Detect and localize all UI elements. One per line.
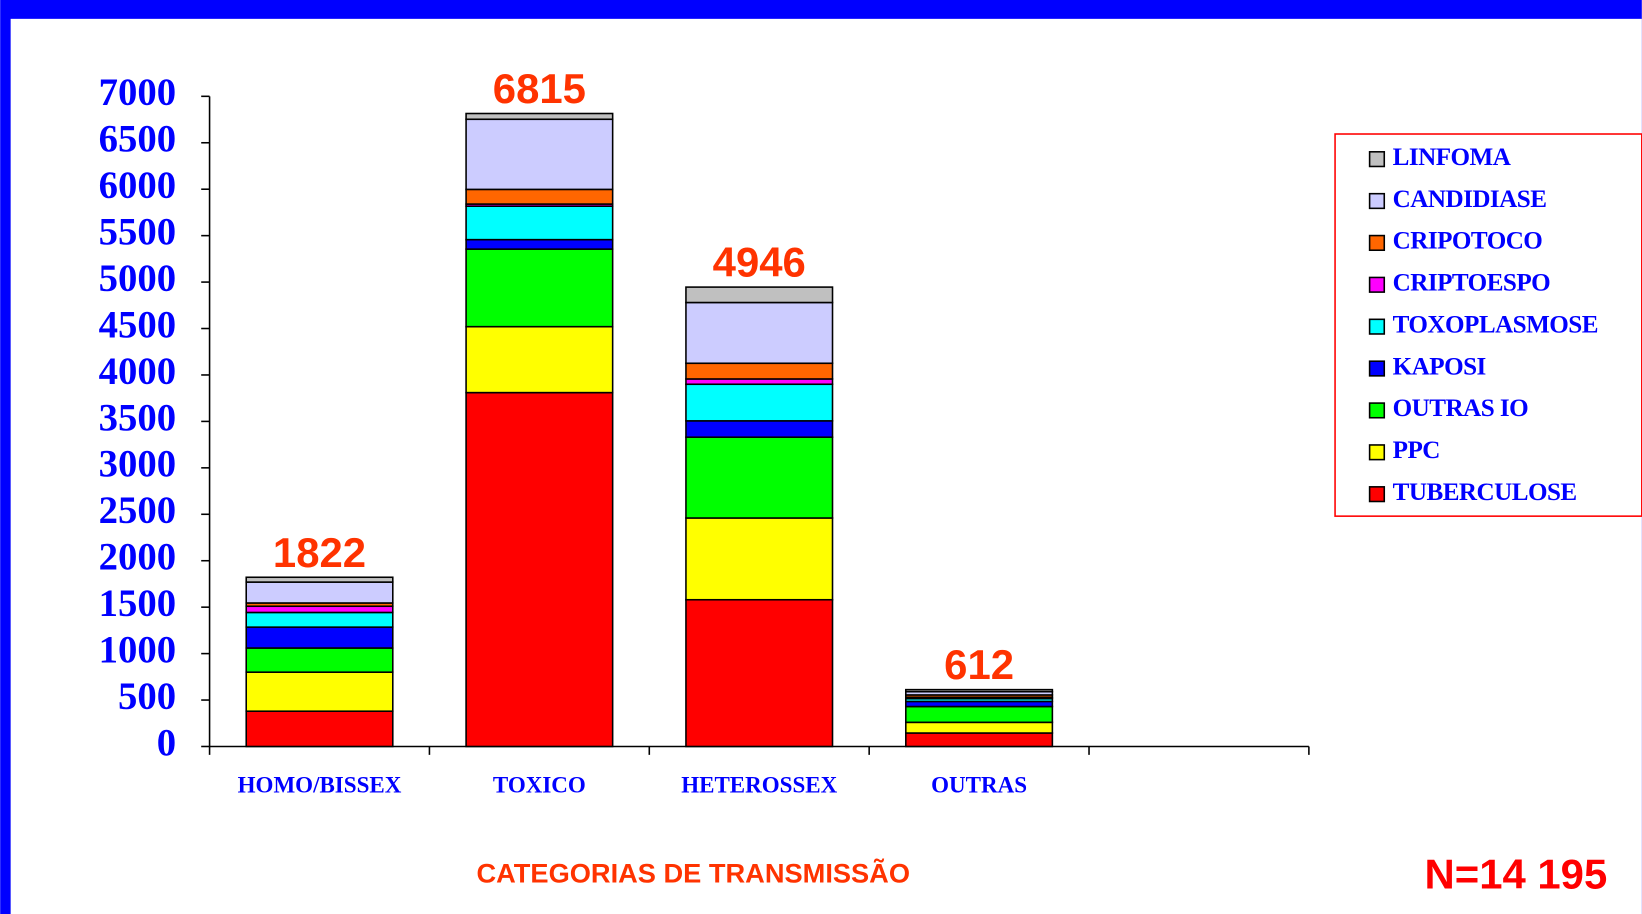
- legend-box: [1334, 133, 1642, 517]
- bar-segment: [245, 647, 394, 673]
- bar-segment: [465, 325, 614, 394]
- bar-segment: [905, 732, 1054, 748]
- legend-label: PPC: [1393, 437, 1440, 464]
- y-tick-label: 4000: [99, 350, 176, 393]
- bar-segment: [245, 581, 394, 604]
- y-tick-label: 3500: [99, 396, 176, 439]
- y-tick-label: 2000: [99, 536, 176, 579]
- y-tick-label: 6000: [99, 164, 176, 207]
- bar-segment: [685, 517, 834, 601]
- bar-segment: [465, 238, 614, 250]
- legend-label: TOXOPLASMOSE: [1393, 311, 1598, 338]
- legend-swatch: [1368, 318, 1386, 335]
- y-tick-label: 7000: [99, 71, 176, 114]
- bar-segment: [245, 671, 394, 712]
- bar-segment: [685, 420, 834, 438]
- legend-label: LINFOMA: [1393, 144, 1511, 171]
- legend-swatch: [1368, 276, 1386, 293]
- x-tick-label: HOMO/BISSEX: [238, 772, 402, 798]
- bar-segment: [465, 391, 614, 748]
- bar-segment: [905, 705, 1054, 724]
- bar-segment: [465, 188, 614, 205]
- bar-segment: [245, 605, 394, 614]
- legend-label: CRIPTOESPO: [1393, 270, 1551, 297]
- bar-segment: [465, 112, 614, 121]
- bar-segment: [465, 205, 614, 241]
- legend-label: CRIPOTOCO: [1393, 228, 1543, 255]
- legend-swatch: [1368, 192, 1386, 210]
- legend-label: OUTRAS IO: [1393, 395, 1529, 422]
- y-tick-label: 4500: [99, 303, 176, 346]
- x-tick-label: TOXICO: [493, 772, 586, 798]
- bar-segment: [685, 436, 834, 519]
- legend-swatch: [1368, 234, 1386, 252]
- y-tick-label: 5500: [99, 211, 176, 254]
- bar-segment: [905, 721, 1054, 734]
- bar-segment: [245, 576, 394, 583]
- bar-segment: [465, 118, 614, 191]
- total-label: 4946: [713, 239, 806, 286]
- bar-segment: [685, 301, 834, 365]
- bar-segment: [465, 248, 614, 328]
- y-tick-label: 3000: [99, 443, 176, 486]
- x-tick-label: OUTRAS: [931, 772, 1027, 798]
- bar-segment: [685, 286, 834, 304]
- y-tick-label: 2500: [99, 489, 176, 532]
- x-axis-label: CATEGORIAS DE TRANSMISSÃO: [477, 857, 911, 888]
- bar-segment: [685, 383, 834, 422]
- x-tick-label: HETEROSSEX: [681, 772, 837, 798]
- bar-segment: [685, 598, 834, 748]
- y-tick-label: 5000: [99, 257, 176, 300]
- y-tick-label: 1000: [99, 628, 176, 671]
- legend-swatch: [1368, 444, 1386, 461]
- total-label: 1822: [273, 529, 366, 576]
- y-tick-label: 6500: [99, 118, 176, 161]
- note: N=14 195: [1425, 850, 1608, 897]
- bar-segment: [245, 611, 394, 628]
- bar-segment: [905, 688, 1054, 693]
- total-label: 612: [944, 641, 1014, 688]
- legend-label: CANDIDIASE: [1393, 186, 1547, 213]
- y-tick-label: 0: [157, 721, 176, 764]
- legend-swatch: [1368, 402, 1386, 419]
- y-tick-label: 1500: [99, 582, 176, 625]
- bar-segment: [685, 378, 834, 386]
- bar-segment: [685, 362, 834, 380]
- legend-swatch: [1368, 360, 1386, 377]
- total-label: 6815: [493, 65, 586, 112]
- y-tick-label: 500: [118, 675, 176, 718]
- legend-label: TUBERCULOSE: [1393, 479, 1577, 506]
- legend-swatch: [1368, 486, 1386, 503]
- bar-segment: [245, 710, 394, 748]
- bar-segment: [245, 626, 394, 649]
- legend-swatch: [1368, 151, 1386, 168]
- legend-label: KAPOSI: [1393, 353, 1486, 380]
